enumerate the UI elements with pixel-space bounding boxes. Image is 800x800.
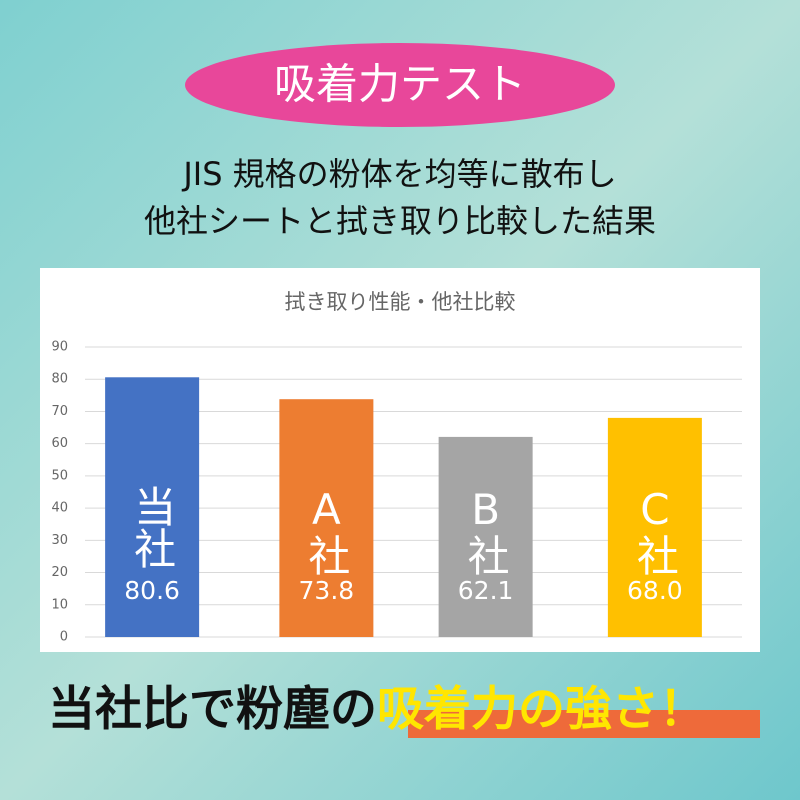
subtitle: 他社シートと拭き取り比較した結果 [144, 202, 656, 240]
category-label: 当社 [128, 485, 177, 569]
highlight-band [408, 710, 760, 738]
y-tick-label: 40 [51, 501, 68, 516]
bar [105, 377, 200, 637]
y-tick-label: 90 [51, 340, 68, 355]
y-tick-label: 50 [51, 468, 68, 483]
value-label: 68.0 [627, 576, 683, 605]
y-tick-label: 60 [51, 436, 68, 451]
bar [438, 436, 533, 637]
footer-text: 当社比で粉塵の吸着力の強さ！ [48, 682, 706, 737]
category-label: A社 [302, 485, 351, 576]
badge [185, 43, 615, 127]
y-tick-label: 30 [51, 533, 68, 548]
y-tick-label: 0 [60, 630, 68, 645]
value-label: 62.1 [458, 576, 514, 605]
y-tick-label: 80 [51, 372, 68, 387]
y-tick-label: 20 [51, 565, 68, 580]
chart-title: 拭き取り性能・他社比較 [285, 290, 516, 314]
category-label: B社 [461, 485, 510, 576]
category-label: C社 [630, 485, 679, 576]
y-tick-label: 70 [51, 404, 68, 419]
bar [279, 399, 374, 637]
footer-highlight: 吸着力の強さ！ [377, 682, 706, 737]
subtitle: JIS 規格の粉体を均等に散布し [181, 155, 616, 193]
y-tick-label: 10 [51, 597, 68, 612]
value-label: 73.8 [299, 576, 355, 605]
footer-plain: 当社比で粉塵の [48, 682, 377, 737]
bar [607, 417, 702, 637]
badge-text: 吸着力テスト [274, 60, 526, 109]
value-label: 80.6 [124, 576, 180, 605]
